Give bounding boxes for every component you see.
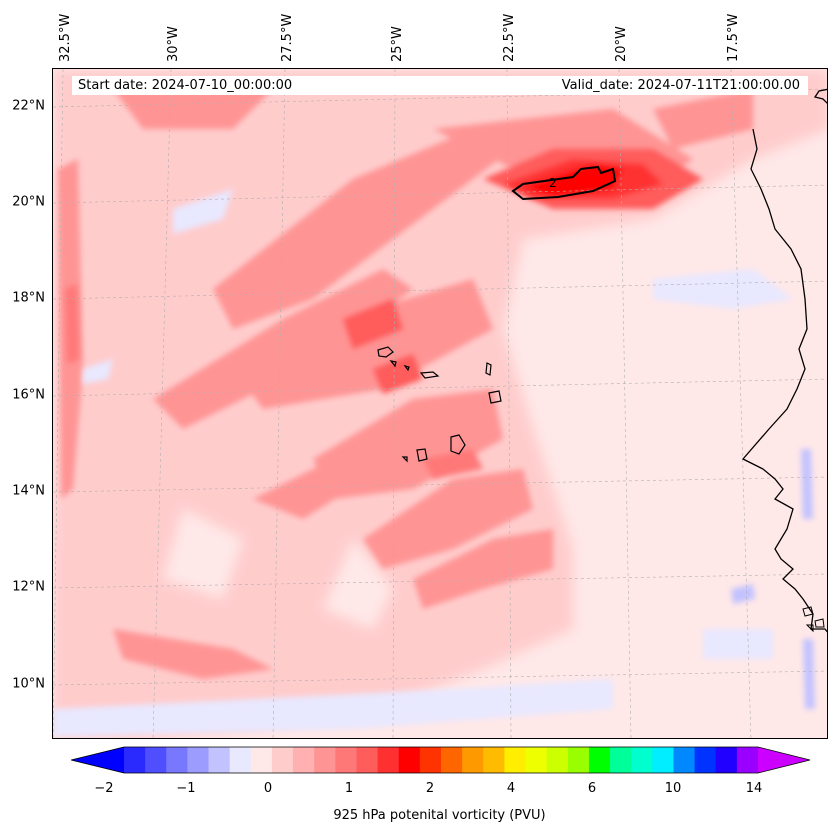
lon-label: 20°W (614, 26, 629, 62)
colorbar-swatch (271, 747, 294, 773)
pv-2-contour (511, 165, 617, 201)
colorbar-swatch (208, 747, 231, 773)
colorbar-swatch (715, 747, 738, 773)
cape-verde-islands (377, 346, 502, 463)
colorbar-swatch (356, 747, 379, 773)
lat-label: 10°N (12, 676, 45, 692)
colorbar-swatch (588, 747, 611, 773)
colorbar-tick: 4 (506, 781, 516, 796)
pv-field-map: 2 (53, 69, 827, 738)
colorbar-tick: 1 (344, 781, 354, 796)
lat-label: 18°N (12, 290, 45, 306)
colorbar-swatch (567, 747, 590, 773)
pv-strong-core (65, 149, 703, 479)
bissagos-islands (802, 606, 825, 633)
colorbar-swatch (483, 747, 505, 773)
lon-label: 17.5°W (726, 13, 741, 62)
date-info-box: Start date: 2024-07-10_00:00:00 Valid_da… (72, 76, 808, 95)
colorbar-swatch (631, 747, 653, 773)
lat-label: 20°N (12, 194, 45, 210)
colorbar-tick: 6 (587, 781, 597, 796)
contour-label: 2 (549, 176, 557, 190)
africa-coastline (741, 88, 827, 633)
colorbar-swatch (293, 747, 315, 773)
pv-negative-patches (53, 189, 815, 737)
valid-date-label: Valid_date: 2024-07-11T21:00:00.00 (561, 78, 800, 93)
colorbar-extend-max (758, 747, 810, 773)
colorbar-swatch (462, 747, 484, 773)
colorbar-swatch (229, 747, 252, 773)
colorbar-swatch (250, 747, 273, 773)
colorbar-swatch (652, 747, 674, 773)
colorbar-tick: −1 (176, 781, 196, 796)
lat-label: 12°N (12, 579, 45, 595)
colorbar-swatch (546, 747, 569, 773)
colorbar-swatch (377, 747, 400, 773)
lon-label: 22.5°W (502, 13, 517, 62)
colorbar-swatch (504, 747, 527, 773)
colorbar-tick: 14 (745, 781, 763, 796)
lat-label: 16°N (12, 387, 45, 403)
colorbar-tick: 0 (263, 781, 273, 796)
lon-label: 25°W (390, 26, 405, 62)
colorbar-swatch (166, 747, 188, 773)
lon-label: 32.5°W (58, 13, 73, 62)
lat-label: 14°N (12, 483, 45, 499)
colorbar-extend-min (71, 747, 124, 773)
colorbar-tick: 10 (664, 781, 682, 796)
lon-label: 27.5°W (280, 13, 295, 62)
colorbar-outline (71, 746, 811, 774)
map-panel: 2 (52, 68, 828, 739)
colorbar-swatch (187, 747, 210, 773)
colorbar-swatch (441, 747, 463, 773)
colorbar-swatch (673, 747, 696, 773)
start-date-label: Start date: 2024-07-10_00:00:00 (78, 78, 293, 93)
colorbar-swatch (736, 747, 759, 773)
colorbar-swatch (335, 747, 357, 773)
colorbar-swatch (145, 747, 167, 773)
colorbar (71, 746, 811, 774)
colorbar-swatch (124, 747, 146, 773)
colorbar-swatch (525, 747, 548, 773)
lon-label: 30°W (166, 26, 181, 62)
colorbar-swatch (314, 747, 336, 773)
colorbar-tick: −2 (94, 781, 114, 796)
colorbar-tick: 2 (425, 781, 435, 796)
colorbar-swatch (398, 747, 421, 773)
colorbar-label: 925 hPa potenital vorticity (PVU) (333, 808, 546, 823)
colorbar-swatch (610, 747, 632, 773)
colorbar-swatch (419, 747, 442, 773)
colorbar-swatch (694, 747, 717, 773)
graticule (53, 69, 827, 738)
lat-label: 22°N (12, 98, 45, 114)
